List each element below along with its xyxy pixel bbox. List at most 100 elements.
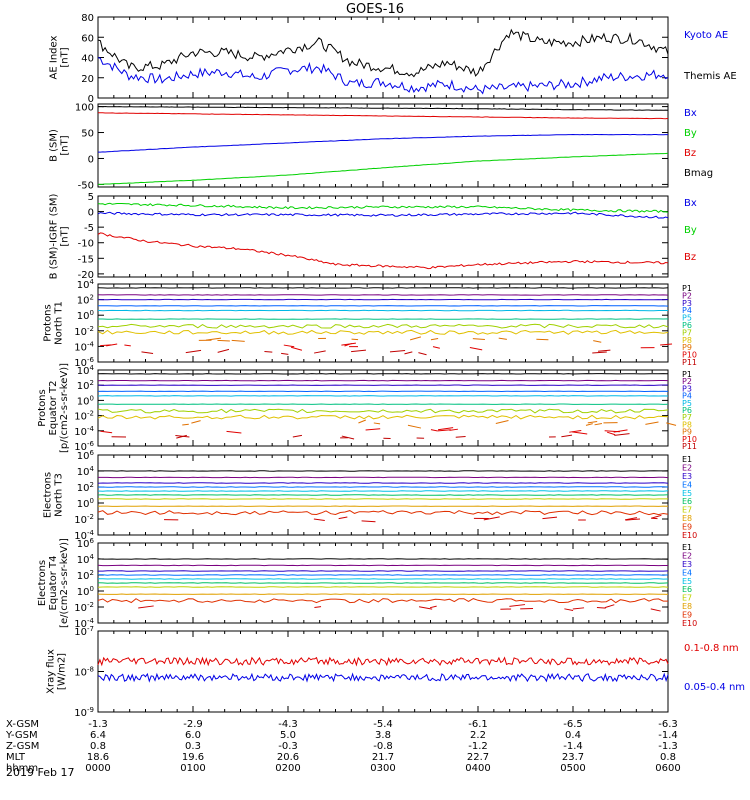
orbit-value: 0.4: [565, 730, 581, 741]
channel-fragment: [430, 429, 438, 432]
legend-entry: P4: [682, 392, 692, 401]
channel-fragment: [432, 346, 440, 349]
y-tick-label: -10: [78, 239, 94, 250]
y-tick-label: 100: [75, 103, 94, 114]
channel-fragment: [614, 433, 630, 436]
legend-entry: E9: [682, 611, 692, 620]
channel-fragment: [561, 434, 573, 438]
orbit-value: 0.3: [185, 741, 201, 752]
channel-fragment: [598, 349, 611, 352]
channel-fragment: [341, 342, 356, 346]
y-tick-label: 40: [81, 54, 94, 65]
orbit-value: 22.7: [467, 752, 489, 763]
channel-fragment: [587, 420, 598, 424]
legend-entry: E8: [682, 514, 692, 523]
channel-fragment: [645, 421, 659, 425]
channel-fragment: [542, 516, 558, 520]
legend-entry: P7: [682, 328, 692, 337]
orbit-value: 0.8: [660, 752, 676, 763]
legend-entry: P2: [682, 377, 692, 386]
y-tick-label: 10-6: [74, 440, 94, 453]
y-tick-label: 0: [88, 208, 94, 219]
legend-entry: E6: [682, 497, 692, 506]
y-axis-label-group: B (SM) [nT]: [49, 129, 71, 162]
channel-fragment: [418, 352, 427, 356]
y-tick-label: 100: [77, 497, 94, 510]
channel-fragment: [217, 339, 230, 342]
legend-entry: P10: [682, 351, 697, 360]
channel-line: [97, 414, 669, 420]
channel-fragment: [341, 435, 355, 440]
y-tick-label: 104: [77, 364, 95, 377]
legend-entry: E3: [682, 472, 692, 481]
series-line: [97, 211, 669, 219]
channel-fragment: [138, 605, 154, 609]
legend-entry: E2: [682, 551, 692, 560]
y-tick-label: 0: [88, 94, 94, 105]
legend-entry: P9: [682, 343, 692, 352]
y-tick-label: 10-9: [74, 706, 94, 719]
panel-frame: [97, 195, 669, 278]
y-tick-label: 104: [77, 465, 95, 478]
channel-fragment: [231, 339, 245, 342]
orbit-row-label: MLT: [6, 752, 26, 763]
y-tick-label: 100: [77, 585, 94, 598]
channel-line: [97, 323, 669, 329]
y-axis-label: [nT]: [60, 135, 71, 155]
y-axis-label: Equator T2: [48, 381, 59, 436]
plot-title: GOES-16: [345, 2, 404, 17]
channel-fragment: [449, 428, 458, 431]
channel-line: [97, 510, 669, 516]
legend-entry: P4: [682, 306, 692, 315]
channel-fragment: [472, 338, 485, 340]
legend-entry: E7: [682, 594, 692, 603]
y-tick-label: 104: [77, 553, 95, 566]
y-axis-label: Equator T4: [48, 556, 59, 611]
y-tick-label: 106: [77, 537, 95, 550]
orbit-value: 0500: [560, 763, 585, 774]
channel-fragment: [594, 423, 602, 426]
channel-fragment: [264, 350, 273, 353]
y-tick-label: 50: [81, 129, 94, 140]
y-tick-label: 10-2: [74, 325, 94, 338]
orbit-value: -2.9: [183, 719, 203, 730]
channel-fragment: [604, 604, 615, 609]
orbit-value: -6.3: [658, 719, 678, 730]
orbit-value: -6.1: [468, 719, 488, 730]
y-axis-label: North T1: [54, 301, 65, 345]
channel-fragment: [205, 337, 222, 341]
y-axis-label-group: Xray flux [W/m2]: [46, 649, 68, 694]
orbit-row-label: Z-GSM: [6, 741, 39, 752]
y-tick-label: 104: [77, 278, 95, 291]
channel-line: [97, 294, 669, 296]
channel-fragment: [469, 347, 483, 351]
legend-entry: Themis AE: [683, 71, 737, 82]
channel-fragment: [666, 422, 677, 426]
channel-line: [97, 309, 668, 312]
y-tick-label: 10-2: [74, 601, 94, 614]
orbit-value: -0.8: [373, 741, 393, 752]
legend-entry: P6: [682, 406, 692, 415]
channel-line: [98, 305, 669, 307]
legend-entry: Bx: [684, 108, 697, 119]
y-tick-label: 10-4: [74, 425, 94, 438]
channel-fragment: [625, 518, 641, 521]
y-axis-label-group: Electrons Equator T4 [e/(cm2-s-sr-keV)]: [37, 538, 70, 628]
orbit-value: 0000: [85, 763, 110, 774]
legend-entry: P6: [682, 321, 692, 330]
xray-series-line: [97, 672, 669, 683]
orbit-value: 0.8: [90, 741, 106, 752]
y-axis-label: [e/(cm2-s-sr-keV)]: [59, 538, 70, 628]
y-tick-label: 102: [77, 481, 94, 494]
y-tick-label: 10-2: [74, 410, 94, 423]
y-tick-label: 10-4: [74, 340, 94, 353]
orbit-row-label: hhmm: [6, 763, 38, 774]
channel-fragment: [281, 352, 289, 355]
legend-entry: E3: [682, 560, 692, 569]
channel-fragment: [404, 351, 413, 355]
orbit-value: 5.0: [280, 730, 296, 741]
channel-line: [97, 395, 669, 397]
y-tick-label: 10-8: [74, 666, 94, 679]
channel-fragment: [314, 606, 322, 609]
